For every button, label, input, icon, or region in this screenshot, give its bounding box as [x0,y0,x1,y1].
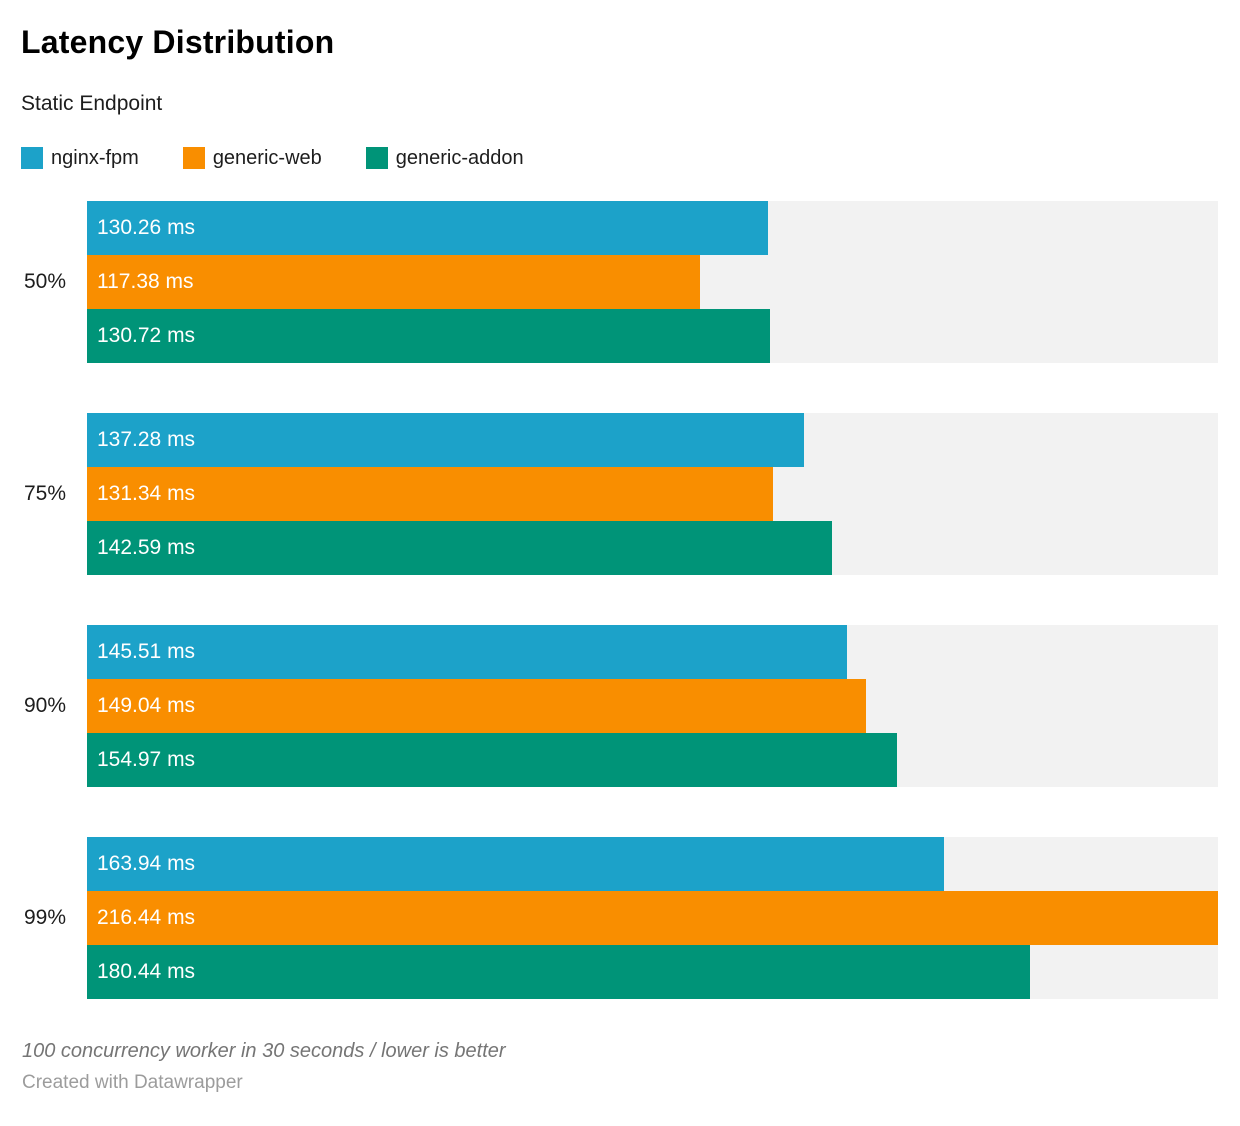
bar-value-label: 130.26 ms [97,215,196,239]
bar-value-label: 163.94 ms [97,851,196,875]
bar-generic-addon-99[interactable]: 180.44 ms [87,944,1030,999]
bar-nginx-fpm-75[interactable]: 137.28 ms [87,412,805,467]
legend-item-nginx-fpm: nginx-fpm [21,147,139,170]
bar-track: 117.38 ms [87,254,1218,309]
legend-label: generic-web [212,146,322,169]
bar-value-label: 117.38 ms [97,269,194,293]
bar-value-label: 145.51 ms [97,639,196,663]
chart-subtitle: Static Endpoint [21,91,163,115]
bar-generic-addon-50[interactable]: 130.72 ms [87,308,771,363]
bar-nginx-fpm-99[interactable]: 163.94 ms [87,836,944,891]
bar-value-label: 142.59 ms [97,535,196,559]
legend-item-generic-addon: generic-addon [365,146,524,170]
bar-track: 163.94 ms [87,836,1218,891]
bar-track: 130.72 ms [87,308,1218,363]
bar-track: 180.44 ms [87,944,1218,999]
legend-label: generic-addon [395,146,524,169]
category-label: 90% [23,693,66,717]
bar-generic-addon-90[interactable]: 154.97 ms [87,732,897,787]
percentile-group-75: 75% 137.28 ms 131.34 ms 142.59 ms [0,412,1218,575]
bar-value-label: 216.44 ms [97,905,196,929]
percentile-group-50: 50% 130.26 ms 117.38 ms 130.72 ms [0,200,1218,363]
bar-track: 145.51 ms [87,624,1218,679]
group-bars: 163.94 ms 216.44 ms 180.44 ms [87,836,1218,999]
bar-plot: 50% 130.26 ms 117.38 ms 130.72 ms [0,200,1240,999]
legend-label: nginx-fpm [51,146,139,169]
bar-value-label: 154.97 ms [97,747,196,771]
bar-track: 137.28 ms [87,412,1218,467]
category-label: 99% [23,905,66,929]
chart-legend: nginx-fpm generic-web generic-addon [21,147,1218,170]
percentile-group-99: 99% 163.94 ms 216.44 ms 180.44 ms [0,836,1218,999]
bar-track: 149.04 ms [87,678,1218,733]
bar-value-label: 137.28 ms [97,427,196,451]
legend-swatch-icon [365,147,388,170]
bar-value-label: 131.34 ms [97,481,196,505]
bar-value-label: 180.44 ms [97,959,196,983]
group-bars: 145.51 ms 149.04 ms 154.97 ms [87,624,1218,787]
bar-value-label: 149.04 ms [97,693,196,717]
bar-generic-web-99[interactable]: 216.44 ms [87,890,1218,945]
legend-swatch-icon [182,147,205,170]
page-title: Latency Distribution [21,24,335,60]
legend-swatch-icon [21,147,43,170]
bar-track: 154.97 ms [87,732,1218,787]
group-bars: 137.28 ms 131.34 ms 142.59 ms [87,412,1218,575]
bar-generic-web-75[interactable]: 131.34 ms [87,466,774,521]
bar-generic-web-50[interactable]: 117.38 ms [87,254,701,309]
percentile-group-90: 90% 145.51 ms 149.04 ms 154.97 ms [0,624,1218,787]
bar-generic-web-90[interactable]: 149.04 ms [87,678,866,733]
group-bars: 130.26 ms 117.38 ms 130.72 ms [87,200,1218,363]
bar-track: 142.59 ms [87,520,1218,575]
chart-note: 100 concurrency worker in 30 seconds / l… [22,1039,506,1062]
bar-track: 131.34 ms [87,466,1218,521]
category-label: 75% [23,481,66,505]
category-label: 50% [23,269,66,293]
bar-value-label: 130.72 ms [97,323,196,347]
bar-track: 130.26 ms [87,200,1218,255]
bar-nginx-fpm-90[interactable]: 145.51 ms [87,624,848,679]
legend-item-generic-web: generic-web [182,146,322,170]
bar-nginx-fpm-50[interactable]: 130.26 ms [87,200,768,255]
bar-track: 216.44 ms [87,890,1218,945]
datawrapper-attribution-link[interactable]: Created with Datawrapper [22,1071,243,1093]
bar-generic-addon-75[interactable]: 142.59 ms [87,520,833,575]
